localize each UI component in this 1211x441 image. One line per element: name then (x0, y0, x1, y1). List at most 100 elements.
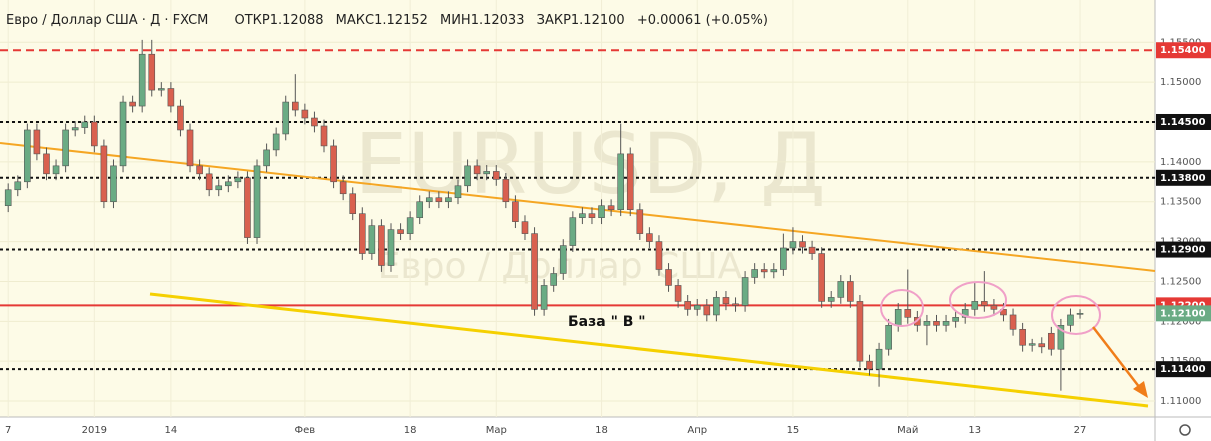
candle-body (100, 145, 108, 203)
level-label: 1.11400 (1160, 364, 1206, 375)
candle-body (626, 153, 634, 210)
candle-body (818, 253, 825, 302)
candle-body (1048, 332, 1055, 350)
candle-body (713, 297, 720, 316)
annotation: База " В " (568, 314, 646, 330)
x-tick-label: Апр (687, 425, 707, 436)
candle-body (349, 193, 357, 214)
x-tick-label: 13 (968, 425, 981, 436)
candle-body (119, 101, 127, 167)
candle-body (492, 171, 500, 180)
candle-body (1057, 325, 1065, 350)
candle-body (71, 127, 79, 131)
candle-body (751, 269, 758, 278)
candle-body (866, 360, 873, 370)
candle-body (837, 281, 845, 298)
candle-body (1000, 309, 1007, 316)
open-value: 1.12088 (270, 13, 324, 28)
candle-body (990, 305, 998, 310)
level-label: 1.12900 (1160, 245, 1206, 256)
candle-body (397, 229, 404, 234)
candle-body (521, 221, 529, 234)
x-tick-label: 7 (5, 425, 11, 436)
low-value: 1.12033 (471, 13, 525, 28)
candle-body (780, 247, 787, 270)
candle-body (684, 301, 691, 310)
close-value: 1.12100 (571, 13, 625, 28)
y-tick-label: 1.14000 (1160, 157, 1201, 168)
candle-body (43, 153, 50, 175)
candle-body (847, 281, 854, 302)
candle-body (703, 305, 711, 316)
settings-icon[interactable] (1179, 424, 1191, 436)
candle-body (177, 105, 184, 131)
candle-body (473, 165, 481, 175)
candle-body (14, 181, 22, 191)
candle-body (129, 101, 136, 107)
candle-body (378, 225, 385, 266)
candle-body (646, 233, 653, 242)
candle-body (1028, 343, 1036, 346)
candle-body (291, 101, 299, 111)
candle-body (1038, 343, 1046, 348)
candle-body (464, 165, 471, 187)
x-tick-label: Фев (295, 425, 316, 436)
x-tick-label: 2019 (82, 425, 107, 436)
price-label-box (1156, 305, 1211, 322)
candle-body (559, 245, 567, 274)
candle-body (282, 101, 290, 135)
candle-body (205, 173, 213, 191)
candle-body (234, 177, 242, 183)
candle-body (1009, 314, 1017, 330)
highlight-circle (880, 289, 924, 327)
candle-body (186, 129, 194, 167)
candle-body (540, 285, 548, 310)
x-tick-label: 15 (787, 425, 800, 436)
candle-body (62, 129, 69, 167)
candle-body (320, 125, 328, 147)
candle-body (607, 205, 615, 210)
candle-body (52, 165, 60, 175)
candle-body (425, 197, 433, 203)
candle-body (1067, 314, 1074, 326)
candle-body (569, 217, 577, 246)
candle-body (215, 185, 223, 191)
level-label: 1.14500 (1160, 117, 1206, 128)
candle-body (981, 301, 988, 306)
high-label: МАКС (336, 13, 374, 28)
candle-body (856, 301, 864, 362)
candle-body (923, 321, 931, 326)
x-tick-label: 18 (404, 425, 417, 436)
candle-body (454, 185, 462, 199)
level-label: 1.15400 (1160, 45, 1206, 56)
time-axis (0, 417, 1155, 441)
y-tick-label: 1.13500 (1160, 197, 1201, 208)
candle-body (24, 129, 31, 183)
candle-body (665, 269, 672, 286)
candle-body (904, 309, 912, 318)
candle-body (272, 133, 280, 151)
candle-body (952, 317, 959, 322)
candle-body (110, 165, 117, 203)
candle-body (579, 213, 586, 218)
candle-body (445, 197, 452, 203)
symbol: Евро / Доллар США · Д · FXCM (6, 13, 208, 28)
candle-body (483, 171, 491, 175)
candle-body (617, 153, 624, 210)
candle-body (971, 301, 979, 310)
x-tick-label: 18 (595, 425, 608, 436)
candle-body (550, 273, 557, 286)
candle-body (148, 53, 156, 91)
x-tick-label: 14 (165, 425, 178, 436)
candle-body (263, 149, 270, 167)
candle-body (732, 303, 739, 306)
candle-body (358, 213, 366, 254)
candle-body (933, 321, 940, 326)
candle-body (196, 165, 203, 175)
candle-body (138, 53, 146, 107)
candle-body (416, 201, 424, 218)
candle-body (311, 117, 318, 127)
arrow (1092, 326, 1141, 389)
low-label: МИН (440, 13, 471, 28)
candle-body (253, 165, 261, 238)
